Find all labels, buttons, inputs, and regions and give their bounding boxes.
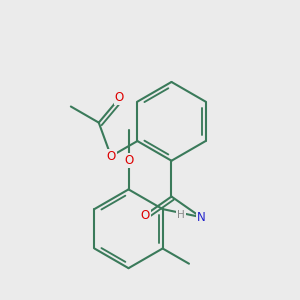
Text: N: N: [196, 211, 205, 224]
Text: H: H: [177, 210, 185, 220]
Text: O: O: [115, 92, 124, 104]
Text: O: O: [124, 154, 133, 167]
Text: O: O: [140, 208, 150, 221]
Text: O: O: [106, 150, 116, 163]
